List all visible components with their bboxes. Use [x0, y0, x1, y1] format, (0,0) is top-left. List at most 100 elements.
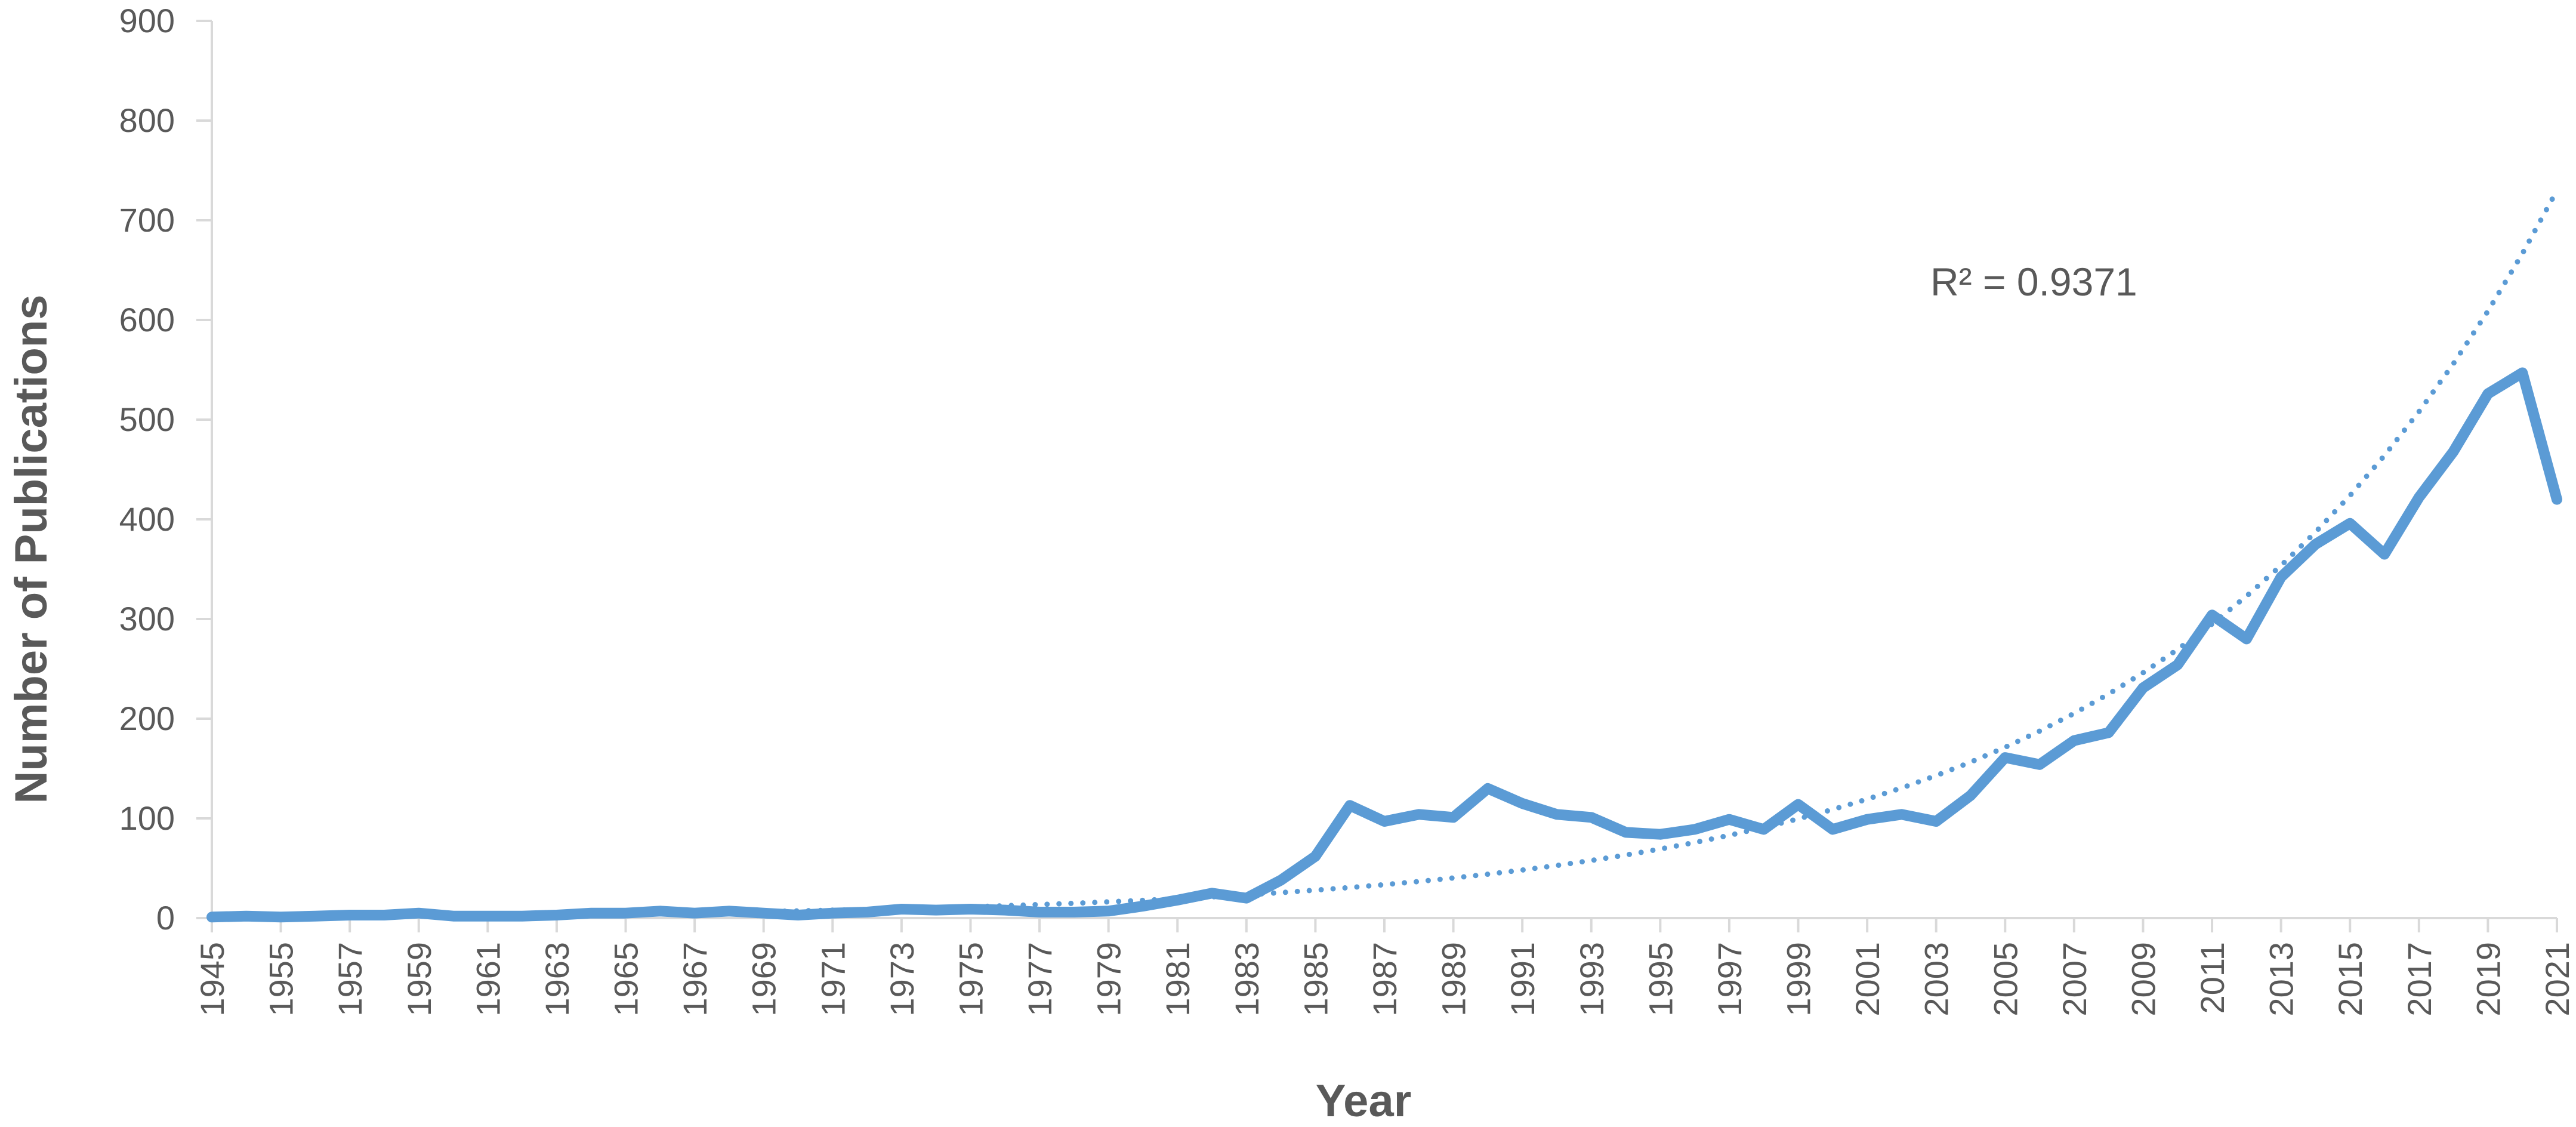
data-point-1992: [1551, 809, 1562, 820]
x-tick-label: 1945: [193, 942, 231, 1017]
data-point-2021: [2552, 494, 2562, 505]
data-point-1993: [1586, 812, 1597, 823]
data-point-2013: [2276, 572, 2287, 583]
x-axis: 1945 1955 1957 1959 1961 1963 1965 1967 1969 1971…: [193, 917, 2576, 1017]
data-point-1994: [1621, 827, 1631, 837]
data-point-1965: [621, 908, 631, 919]
data-point-1967: [689, 908, 700, 919]
data-point-2003: [1931, 816, 1942, 827]
data-point-2014: [2310, 539, 2321, 550]
x-tick-label: 2019: [2469, 942, 2507, 1017]
data-point-1976: [999, 905, 1010, 916]
y-tick-label: 0: [156, 899, 175, 937]
x-tick-label: 2017: [2401, 942, 2438, 1017]
x-tick-label: 1961: [469, 942, 507, 1017]
x-tick-label: 1957: [331, 942, 369, 1017]
data-point-1958: [379, 910, 390, 920]
data-point-1986: [1344, 800, 1355, 811]
y-tick-label: 100: [119, 799, 175, 837]
x-tick-label: 1975: [952, 942, 989, 1017]
data-point-1969: [758, 908, 769, 919]
y-tick-label: 700: [119, 201, 175, 239]
r-squared-annotation: R² = 0.9371: [1930, 260, 2137, 304]
data-point-1957: [344, 910, 355, 920]
data-point-1954: [241, 911, 252, 922]
data-point-1991: [1517, 798, 1528, 809]
data-point-1999: [1793, 799, 1804, 810]
data-point-2016: [2379, 549, 2390, 560]
data-point-2002: [1896, 809, 1907, 820]
data-point-1945: [206, 912, 217, 922]
x-tick-label: 1969: [745, 942, 783, 1017]
data-point-1959: [414, 908, 424, 919]
data-point-2004: [1966, 790, 1976, 801]
x-tick-label: 1989: [1435, 942, 1473, 1017]
x-tick-label: 1979: [1090, 942, 1128, 1017]
y-axis-title: Number of Publications: [6, 295, 57, 804]
x-tick-label: 2011: [2194, 942, 2231, 1014]
x-tick-label: 2001: [1849, 942, 1886, 1017]
x-tick-label: 2005: [1986, 942, 2024, 1017]
data-point-2017: [2414, 492, 2424, 503]
data-point-1989: [1448, 812, 1459, 823]
x-tick-label: 1977: [1021, 942, 1059, 1017]
data-point-1955: [276, 912, 286, 922]
data-point-1956: [310, 911, 320, 922]
data-point-2018: [2448, 446, 2459, 457]
x-tick-label: 1963: [538, 942, 576, 1017]
data-point-2000: [1827, 824, 1838, 835]
data-point-1997: [1724, 814, 1735, 825]
data-point-1979: [1103, 906, 1114, 916]
x-tick-label: 1971: [814, 942, 852, 1017]
data-point-2019: [2482, 389, 2493, 399]
data-point-1968: [724, 906, 735, 916]
data-point-1962: [517, 911, 527, 922]
data-point-2006: [2034, 759, 2045, 770]
x-tick-label: 1987: [1366, 942, 1403, 1017]
series-line: [206, 367, 2562, 923]
data-point-1975: [965, 904, 976, 914]
x-tick-label: 1993: [1573, 942, 1611, 1017]
data-point-2015: [2344, 518, 2355, 529]
data-point-1966: [655, 906, 665, 916]
x-tick-label: 1981: [1159, 942, 1196, 1017]
x-tick-label: 1965: [607, 942, 645, 1017]
x-tick-label: 1997: [1711, 942, 1748, 1017]
x-tick-label: 2015: [2331, 942, 2369, 1017]
x-tick-label: 1985: [1297, 942, 1334, 1017]
data-point-1980: [1137, 901, 1148, 912]
data-point-1964: [586, 908, 597, 919]
data-point-1996: [1689, 824, 1700, 835]
x-tick-label: 1959: [400, 942, 438, 1017]
x-tick-label: 1999: [1780, 942, 1818, 1017]
y-tick-label: 200: [119, 700, 175, 737]
data-point-1982: [1207, 888, 1217, 898]
data-point-1984: [1276, 875, 1287, 886]
data-point-1963: [551, 910, 562, 920]
data-point-1974: [931, 905, 942, 916]
data-point-1978: [1069, 907, 1079, 917]
x-axis-title: Year: [1316, 1076, 1412, 1126]
y-tick-label: 900: [119, 2, 175, 39]
data-point-2012: [2241, 633, 2252, 644]
x-tick-label: 2007: [2056, 942, 2093, 1017]
y-axis: 0 100 200 300 400 500 600 700 800 900: [119, 2, 213, 937]
data-point-2010: [2172, 660, 2183, 670]
x-tick-label: 2003: [1918, 942, 1955, 1017]
data-point-2009: [2138, 682, 2149, 693]
data-point-1985: [1310, 851, 1321, 862]
trendline: [209, 187, 2560, 920]
data-point-1971: [827, 908, 838, 919]
data-point-1990: [1482, 783, 1493, 794]
data-point-1987: [1379, 816, 1390, 827]
y-tick-label: 500: [119, 401, 175, 438]
data-point-1995: [1655, 829, 1665, 840]
data-point-1998: [1759, 824, 1769, 835]
data-point-1960: [448, 911, 459, 922]
data-point-1981: [1172, 895, 1183, 906]
data-point-2001: [1862, 814, 1872, 825]
data-point-2008: [2103, 727, 2114, 738]
x-tick-label: 2013: [2263, 942, 2300, 1017]
data-point-2007: [2069, 735, 2080, 746]
